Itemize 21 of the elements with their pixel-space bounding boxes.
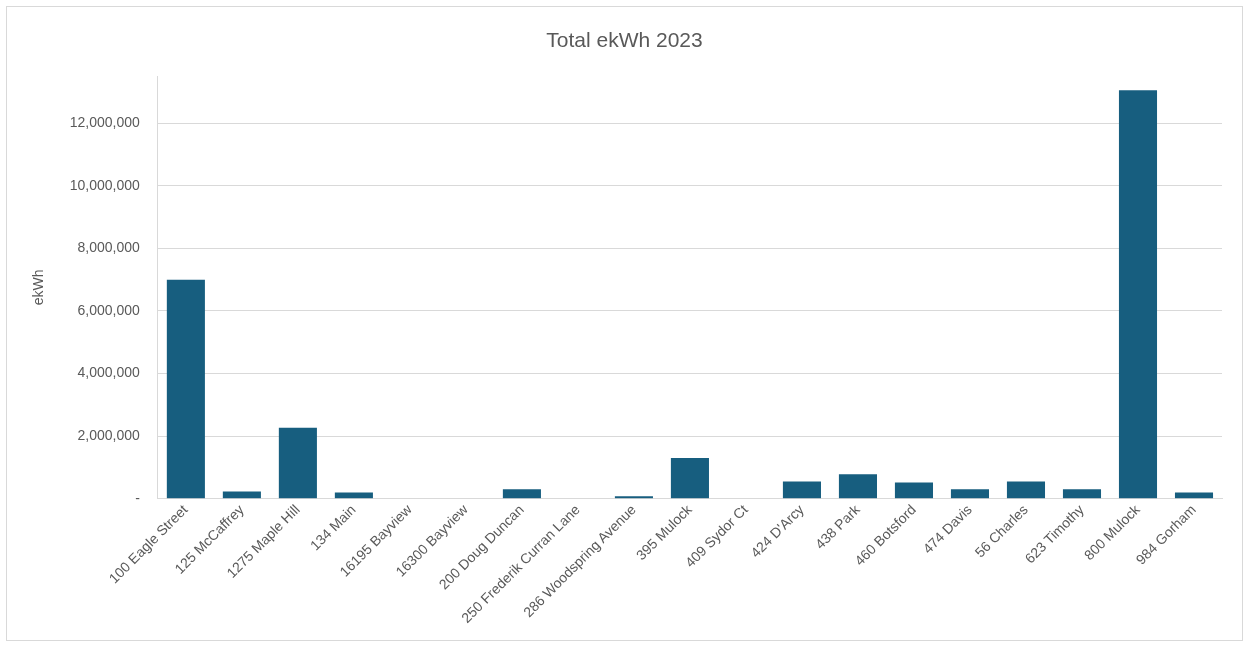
y-tick-label: 10,000,000 — [69, 176, 141, 193]
y-axis-title: ekWh — [30, 269, 47, 306]
bar — [838, 474, 877, 499]
bar — [166, 279, 205, 499]
y-tick-label: 2,000,000 — [77, 427, 141, 444]
bar — [1118, 90, 1158, 499]
bar — [782, 481, 821, 499]
y-tick-label: 8,000,000 — [77, 239, 141, 256]
bar — [1006, 481, 1046, 499]
y-tick-label: 6,000,000 — [77, 301, 141, 318]
bar — [614, 496, 653, 499]
bar — [1062, 489, 1102, 499]
bar — [502, 489, 541, 499]
bar — [278, 427, 317, 499]
y-tick-label: - — [135, 489, 141, 506]
bar — [670, 458, 709, 499]
y-tick-label: 12,000,000 — [69, 114, 141, 131]
y-tick-label: 4,000,000 — [77, 364, 141, 381]
bar — [894, 482, 933, 499]
bar — [950, 489, 990, 499]
chart-title: Total ekWh 2023 — [546, 28, 703, 52]
